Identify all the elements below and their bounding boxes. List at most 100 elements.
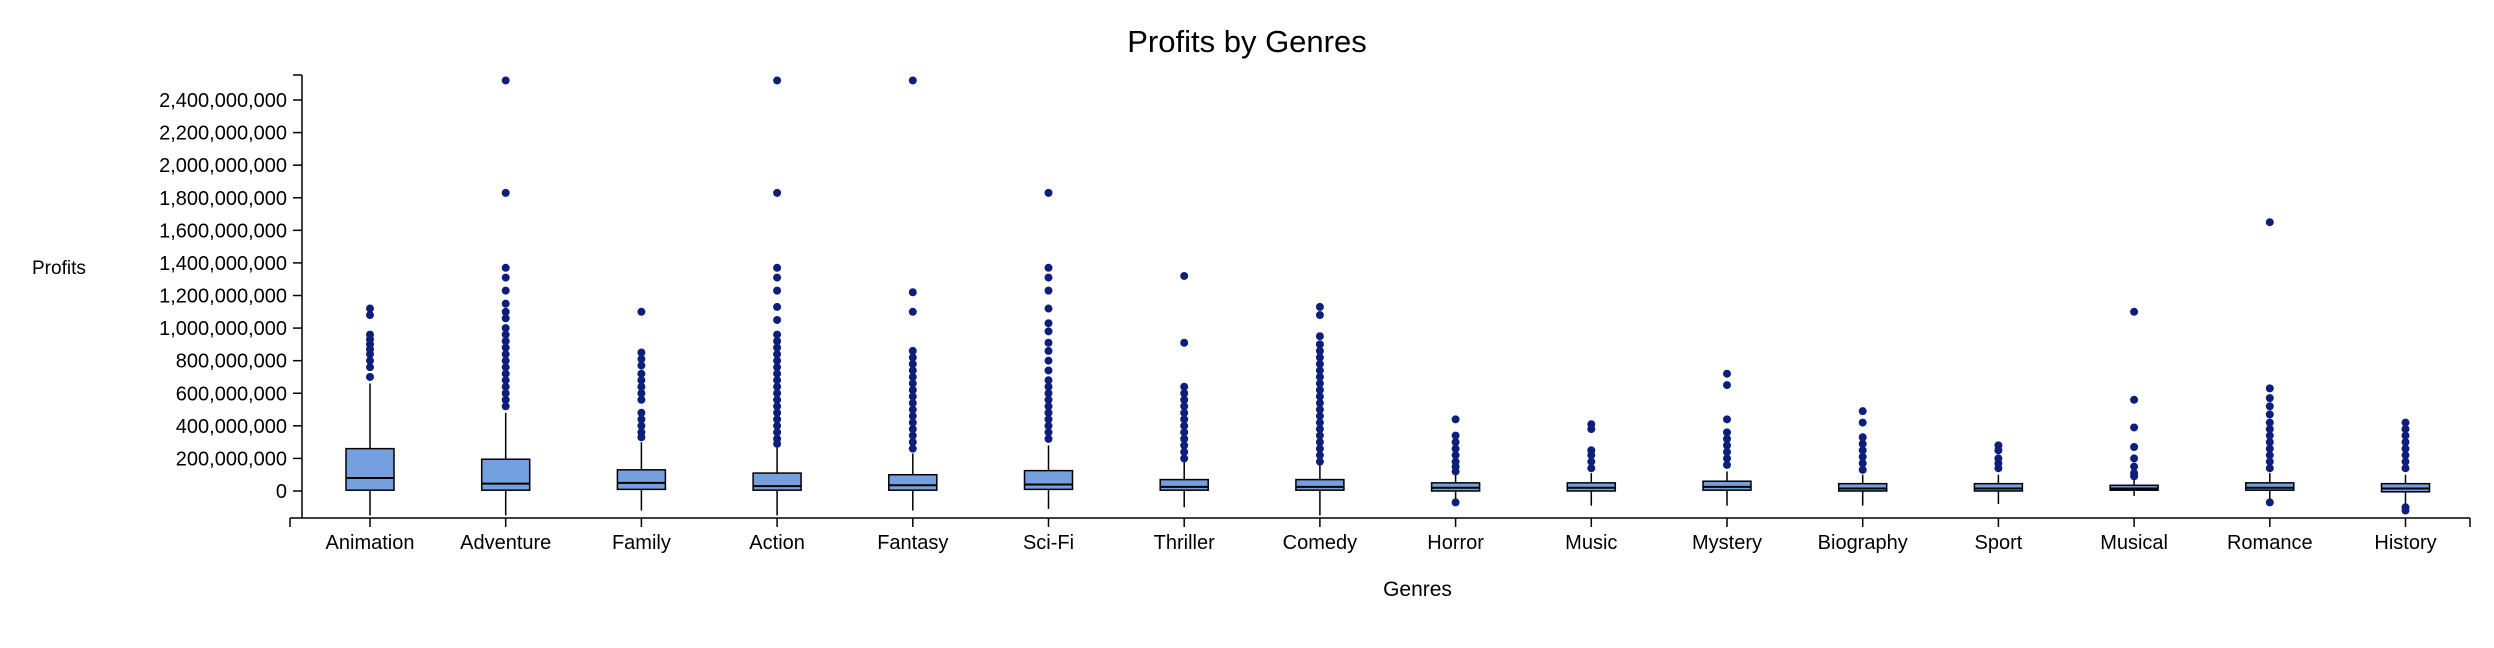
outlier-point [637, 376, 646, 385]
outlier-point [1858, 439, 1867, 448]
box-iqr [2245, 482, 2295, 491]
outlier-point [1315, 332, 1324, 341]
outlier-point [1315, 379, 1324, 388]
outlier-point [908, 359, 917, 368]
outlier-point [1315, 412, 1324, 421]
outlier-point [2130, 462, 2139, 471]
outlier-point [1315, 302, 1324, 311]
outlier-point [1451, 438, 1460, 447]
box-group [1295, 302, 1345, 516]
outlier-point [501, 273, 510, 282]
outlier-point [2401, 506, 2410, 515]
outlier-point [2401, 418, 2410, 427]
outlier-point [1315, 392, 1324, 401]
outlier-point [908, 288, 917, 297]
box-iqr [1023, 469, 1074, 491]
box-group [1566, 420, 1617, 506]
outlier-point [773, 286, 782, 295]
outlier-point [1044, 327, 1053, 336]
y-tick-label: 200,000,000 [176, 448, 287, 470]
outlier-point [773, 369, 782, 378]
outlier-point [1858, 433, 1867, 442]
outlier-point [1044, 263, 1053, 272]
outlier-point [1723, 369, 1731, 378]
outlier-point [1315, 340, 1324, 349]
outlier-point [2130, 443, 2139, 452]
outlier-point [501, 376, 510, 385]
x-tick-label: Adventure [460, 532, 551, 554]
outlier-point [1180, 382, 1189, 391]
y-tick-label: 0 [276, 481, 287, 503]
outlier-point [1858, 418, 1867, 427]
outlier-point [1858, 446, 1867, 455]
outlier-point [773, 315, 782, 324]
x-tick-label: Family [612, 532, 671, 554]
outlier-point [501, 324, 510, 333]
box-group [1837, 407, 1888, 506]
chart-title: Profits by Genres [1127, 24, 1367, 59]
outlier-point [1451, 444, 1460, 453]
outlier-point [1587, 464, 1596, 473]
outlier-point [501, 369, 510, 378]
outlier-point [1451, 431, 1460, 440]
outlier-point [2401, 438, 2410, 447]
outlier-point [637, 361, 646, 370]
outlier-point [637, 369, 646, 378]
outlier-point [501, 356, 510, 365]
outlier-point [908, 379, 917, 388]
outlier-point [501, 286, 510, 295]
y-tick-label: 1,200,000,000 [159, 286, 287, 308]
outlier-point [1180, 271, 1189, 280]
box-group [1973, 441, 2024, 505]
outlier-point [501, 343, 510, 352]
box-group [888, 76, 938, 511]
outlier-point [1044, 382, 1053, 391]
outlier-point [1451, 451, 1460, 460]
outlier-point [1315, 385, 1324, 394]
outlier-point [637, 348, 646, 357]
outlier-point [908, 372, 917, 381]
outlier-point [1315, 425, 1324, 434]
outlier-point [773, 350, 782, 359]
outlier-point [2265, 218, 2274, 227]
outlier-point [773, 389, 782, 398]
outlier-point [1180, 447, 1189, 456]
outlier-point [1315, 451, 1324, 460]
outlier-point [1180, 395, 1189, 404]
box-iqr [752, 472, 802, 491]
outlier-point [1315, 431, 1324, 440]
box-group [1702, 369, 1752, 506]
outlier-point [1044, 421, 1053, 430]
box-group [2380, 418, 2431, 515]
boxplot-series [345, 76, 2431, 516]
y-tick-label: 1,600,000,000 [159, 220, 287, 242]
outlier-point [773, 376, 782, 385]
outlier-point [366, 363, 374, 372]
outlier-point [1723, 415, 1731, 424]
x-axis-label: Genres [1383, 578, 1452, 601]
outlier-point [2265, 418, 2274, 427]
outlier-point [1044, 366, 1053, 375]
outlier-point [908, 385, 917, 394]
box-iqr [1837, 482, 1888, 492]
x-tick-label: Sci-Fi [1023, 532, 1074, 554]
outlier-point [1587, 457, 1596, 466]
outlier-point [773, 395, 782, 404]
outlier-point [908, 399, 917, 408]
outlier-point [2265, 384, 2274, 393]
outlier-point [501, 395, 510, 404]
outlier-point [2130, 472, 2139, 481]
outlier-point [1587, 451, 1596, 460]
box-iqr [345, 447, 395, 491]
outlier-point [1315, 366, 1324, 375]
outlier-point [908, 353, 917, 362]
outlier-point [2401, 425, 2410, 434]
outlier-point [2130, 454, 2139, 463]
outlier-point [773, 343, 782, 352]
x-tick-label: History [2374, 532, 2436, 554]
outlier-point [773, 337, 782, 346]
box-group [2245, 218, 2295, 507]
outlier-point [1994, 446, 2003, 455]
y-tick-label: 2,000,000,000 [159, 155, 287, 177]
